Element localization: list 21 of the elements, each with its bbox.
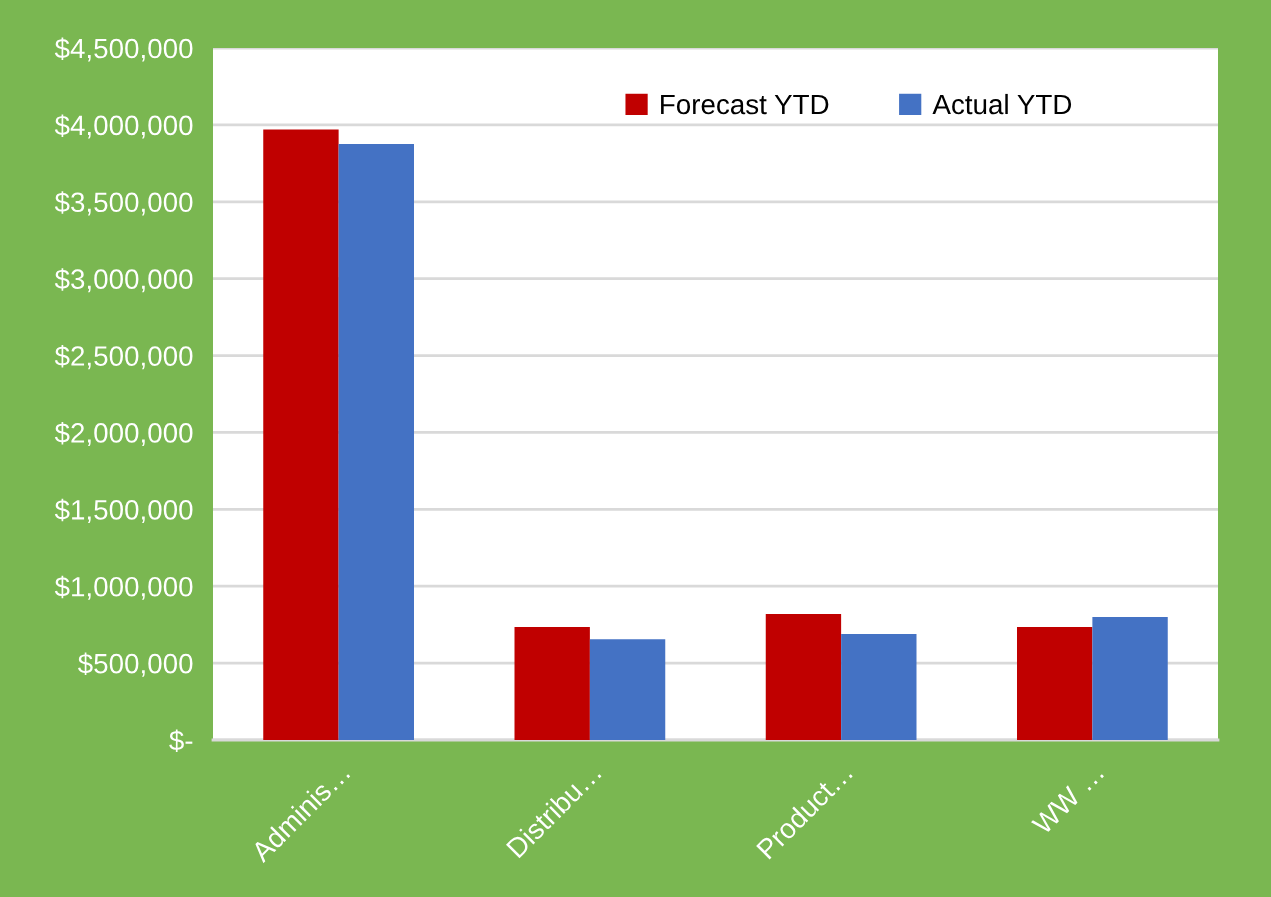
y-tick-label: $500,000	[78, 652, 193, 677]
bar	[338, 144, 414, 740]
y-tick-label: $4,000,000	[54, 114, 193, 139]
y-tick-label: $-	[169, 729, 193, 752]
y-tick-label: $2,500,000	[54, 345, 193, 370]
y-tick-label: $1,500,000	[54, 498, 193, 523]
y-tick-label: $4,500,000	[54, 37, 193, 62]
bar	[765, 613, 842, 740]
y-tick-label: $3,500,000	[54, 191, 193, 216]
y-tick-label: $2,000,000	[54, 421, 193, 447]
x-tick-label: WW …	[1031, 762, 1104, 836]
bar	[263, 129, 339, 740]
y-tick-label: $1,000,000	[54, 575, 193, 600]
legend-label: Forecast YTD	[661, 94, 829, 115]
bar	[841, 633, 917, 740]
bar	[1017, 626, 1093, 740]
legend-label: Actual YTD	[932, 93, 1072, 115]
bar	[589, 639, 666, 740]
y-tick-label: $3,000,000	[54, 268, 193, 293]
bar	[514, 626, 590, 740]
bar	[1092, 616, 1168, 740]
